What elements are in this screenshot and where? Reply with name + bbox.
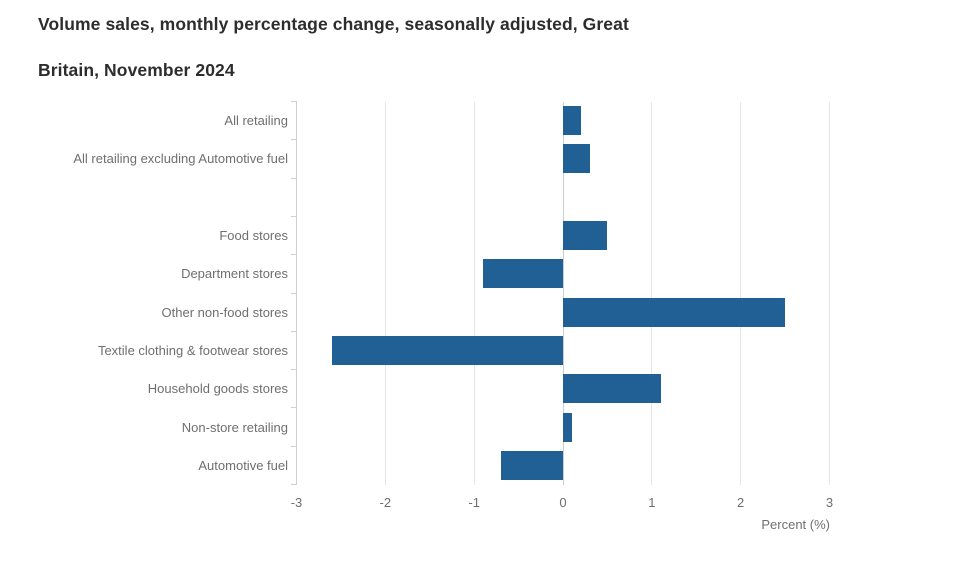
gridline bbox=[384, 101, 386, 485]
category-axis-line bbox=[296, 101, 297, 485]
category-label-non-store-retailing: Non-store retailing bbox=[181, 419, 288, 435]
category-axis-tick bbox=[290, 407, 297, 409]
bar-textile-clothing-footwear-stores[interactable] bbox=[332, 335, 563, 365]
category-label-automotive-fuel: Automotive fuel bbox=[198, 457, 288, 473]
chart-title-line-1: Volume sales, monthly percentage change,… bbox=[38, 14, 629, 34]
category-label-all-retailing: All retailing bbox=[224, 113, 288, 129]
category-label-other-non-food-stores: Other non-food stores bbox=[161, 304, 288, 320]
chart-title-line-2: Britain, November 2024 bbox=[38, 60, 235, 80]
bar-all-retailing[interactable] bbox=[563, 106, 581, 136]
bar-household-goods-stores[interactable] bbox=[563, 374, 661, 404]
bar-department-stores[interactable] bbox=[483, 259, 563, 289]
category-axis-tick bbox=[290, 215, 297, 217]
bar-non-store-retailing[interactable] bbox=[563, 412, 572, 442]
category-axis-tick bbox=[290, 254, 297, 256]
x-tick-label-minus-3: -3 bbox=[290, 494, 303, 510]
x-tick-label-1: 1 bbox=[648, 494, 656, 510]
category-label-textile-clothing-footwear-stores: Textile clothing & footwear stores bbox=[97, 342, 288, 358]
category-axis-tick bbox=[290, 369, 297, 371]
gridline bbox=[473, 101, 475, 485]
x-axis-title: Percent (%) bbox=[761, 517, 830, 532]
category-axis-tick bbox=[290, 484, 297, 485]
category-label-food-stores: Food stores bbox=[219, 228, 288, 244]
bar-automotive-fuel[interactable] bbox=[500, 450, 563, 480]
category-axis-tick bbox=[290, 101, 297, 102]
x-tick-label-0: 0 bbox=[559, 494, 567, 510]
category-axis-tick bbox=[290, 177, 297, 179]
x-tick-label-2: 2 bbox=[737, 494, 745, 510]
category-axis-labels: All retailing All retailing excluding Aut… bbox=[0, 102, 288, 485]
category-label-all-retailing-excluding-automotive-fuel: All retailing excluding Automotive fuel bbox=[73, 151, 288, 167]
x-tick-label-minus-2: -2 bbox=[379, 494, 392, 510]
category-label-household-goods-stores: Household goods stores bbox=[147, 381, 288, 397]
bar-food-stores[interactable] bbox=[563, 221, 608, 251]
x-tick-label-minus-1: -1 bbox=[468, 494, 480, 510]
zero-line bbox=[562, 101, 564, 485]
x-tick-label-3: 3 bbox=[825, 494, 834, 510]
category-label-department-stores: Department stores bbox=[181, 266, 288, 282]
plot-area bbox=[290, 101, 830, 485]
category-axis-tick bbox=[290, 330, 297, 332]
category-axis-tick bbox=[290, 292, 297, 294]
category-axis-tick bbox=[290, 445, 297, 447]
gridline bbox=[651, 101, 653, 485]
bar-other-non-food-stores[interactable] bbox=[563, 297, 786, 327]
category-axis-tick bbox=[290, 139, 297, 141]
gridline bbox=[740, 101, 742, 485]
bar-all-retailing-excluding-automotive-fuel[interactable] bbox=[563, 144, 590, 174]
gridline bbox=[829, 101, 830, 485]
